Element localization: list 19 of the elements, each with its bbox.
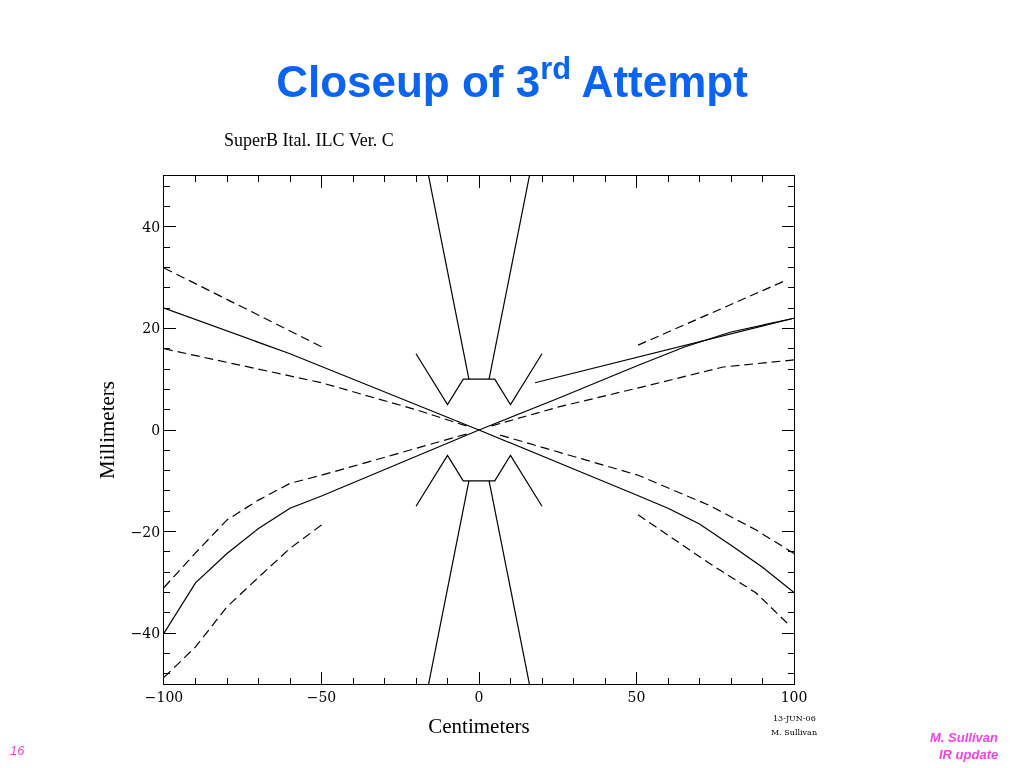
y-tick-label: −40 <box>130 625 161 642</box>
x-axis-title: Centimeters <box>428 714 530 738</box>
chart-title: Closeup of 3$^{rd}$ Attempt <box>276 50 749 107</box>
text: IR update <box>939 747 999 762</box>
text: 13-JUN-06 <box>773 714 816 723</box>
x-tick-label: 50 <box>627 688 646 705</box>
x-tick-label: 0 <box>474 688 484 705</box>
y-axis-title: Millimeters <box>94 381 119 479</box>
text: M. Sullivan <box>771 728 818 737</box>
x-tick-label: −100 <box>144 688 184 705</box>
text: M. Sullivan <box>930 730 998 745</box>
y-tick-label: 0 <box>151 421 161 438</box>
y-tick-label: 20 <box>142 320 161 337</box>
chart-subtitle: SuperB Ital. ILC Ver. C <box>224 130 394 150</box>
x-tick-label: −50 <box>306 688 337 705</box>
x-tick-label: 100 <box>780 688 808 705</box>
y-tick-label: −20 <box>130 523 161 540</box>
y-tick-label: 40 <box>142 218 161 235</box>
text: 16 <box>10 743 26 758</box>
